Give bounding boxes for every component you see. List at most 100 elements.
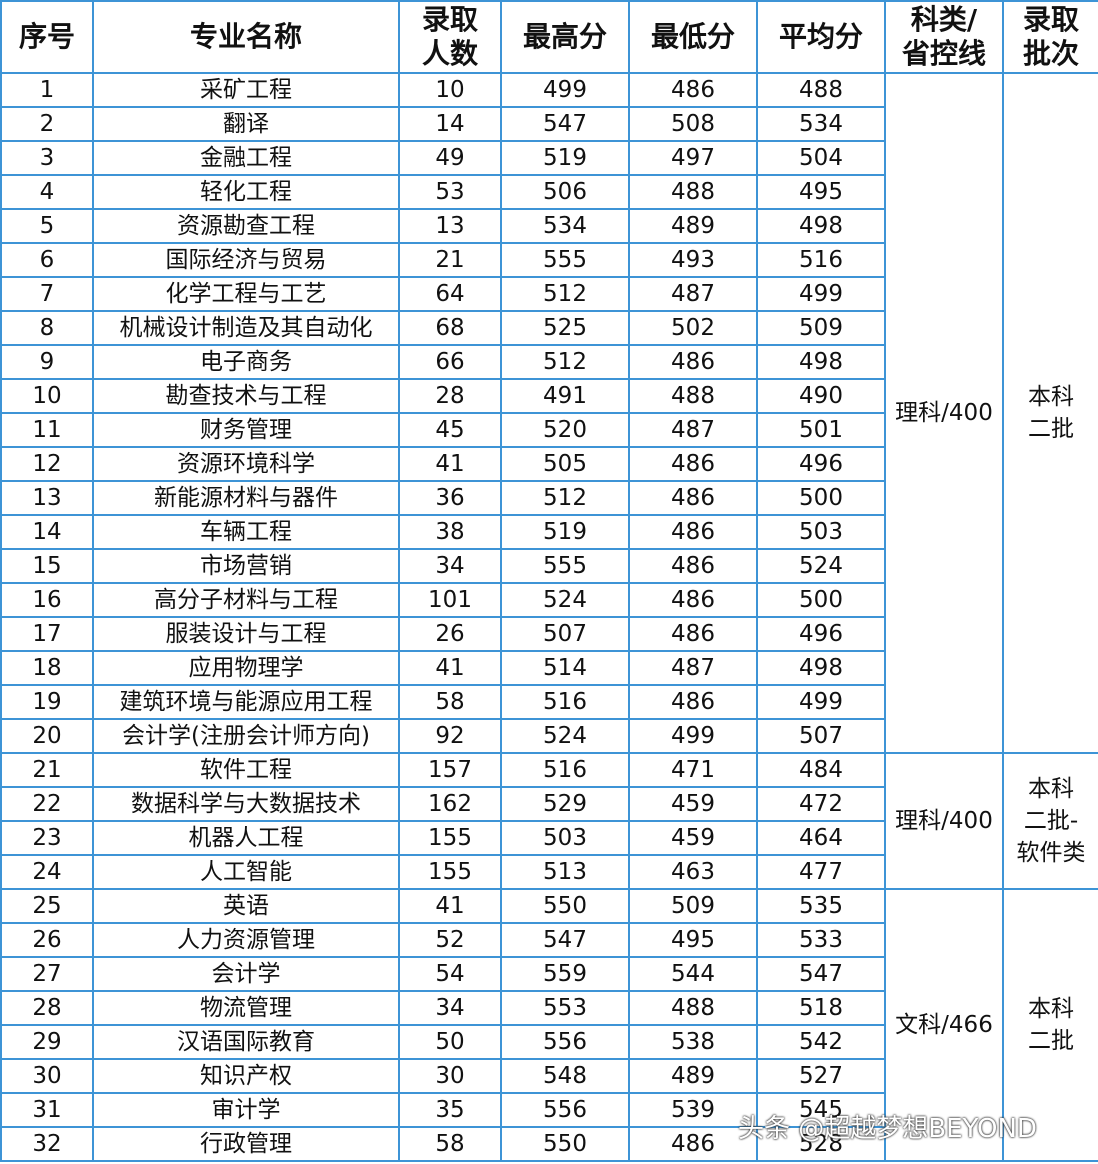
table-cell: 548 xyxy=(500,1058,630,1094)
table-cell: 488 xyxy=(628,378,758,414)
table-cell: 496 xyxy=(756,616,886,652)
table-cell: 542 xyxy=(756,1024,886,1060)
table-cell: 491 xyxy=(500,378,630,414)
table-row: 1 采矿工程 10 499 486 488 理科/400 本科 二批 xyxy=(0,72,1098,754)
table-cell: 471 xyxy=(628,752,758,788)
table-cell: 534 xyxy=(500,208,630,244)
table-cell: 英语 xyxy=(92,888,400,924)
table-cell: 轻化工程 xyxy=(92,174,400,210)
table-cell: 14 xyxy=(398,106,502,142)
header-cell: 科类/ 省控线 xyxy=(884,0,1004,74)
table-cell: 会计学 xyxy=(92,956,400,992)
subject-cell: 理科/400 xyxy=(884,752,1004,890)
table-cell: 建筑环境与能源应用工程 xyxy=(92,684,400,720)
table-cell: 18 xyxy=(0,650,94,686)
table-row: 16 高分子材料与工程 101 524 486 500 xyxy=(0,582,1098,618)
table-row: 28 物流管理 34 553 488 518 xyxy=(0,990,1098,1026)
table-cell: 503 xyxy=(500,820,630,856)
header-cell: 录取 人数 xyxy=(398,0,502,74)
table-cell: 10 xyxy=(0,378,94,414)
table-cell: 45 xyxy=(398,412,502,448)
table-cell: 2 xyxy=(0,106,94,142)
table-cell: 应用物理学 xyxy=(92,650,400,686)
table-cell: 486 xyxy=(628,344,758,380)
table-cell: 524 xyxy=(756,548,886,584)
table-cell: 6 xyxy=(0,242,94,278)
table-cell: 486 xyxy=(628,548,758,584)
table-row: 3 金融工程 49 519 497 504 xyxy=(0,140,1098,176)
table-cell: 28 xyxy=(398,378,502,414)
table-cell: 21 xyxy=(0,752,94,788)
table-cell: 汉语国际教育 xyxy=(92,1024,400,1060)
table-cell: 516 xyxy=(500,752,630,788)
table-cell: 503 xyxy=(756,514,886,550)
table-cell: 556 xyxy=(500,1092,630,1128)
table-cell: 采矿工程 xyxy=(92,72,400,108)
table-cell: 50 xyxy=(398,1024,502,1060)
table-cell: 516 xyxy=(500,684,630,720)
table-cell: 512 xyxy=(500,480,630,516)
table-cell: 502 xyxy=(628,310,758,346)
header-cell: 录取 批次 xyxy=(1002,0,1098,74)
table-cell: 506 xyxy=(500,174,630,210)
table-row: 24 人工智能 155 513 463 477 xyxy=(0,854,1098,890)
table-cell: 556 xyxy=(500,1024,630,1060)
table-cell: 486 xyxy=(628,1126,758,1162)
table-cell: 527 xyxy=(756,1058,886,1094)
table-cell: 508 xyxy=(628,106,758,142)
table-cell: 498 xyxy=(756,208,886,244)
table-row: 30 知识产权 30 548 489 527 xyxy=(0,1058,1098,1094)
table-cell: 30 xyxy=(398,1058,502,1094)
table-cell: 547 xyxy=(500,922,630,958)
table-row: 22 数据科学与大数据技术 162 529 459 472 xyxy=(0,786,1098,822)
table-row: 17 服装设计与工程 26 507 486 496 xyxy=(0,616,1098,652)
table-row: 19 建筑环境与能源应用工程 58 516 486 499 xyxy=(0,684,1098,720)
table-cell: 29 xyxy=(0,1024,94,1060)
table-cell: 488 xyxy=(628,990,758,1026)
table-cell: 504 xyxy=(756,140,886,176)
table-cell: 499 xyxy=(500,72,630,108)
table-cell: 538 xyxy=(628,1024,758,1060)
table-cell: 539 xyxy=(628,1092,758,1128)
table-cell: 41 xyxy=(398,888,502,924)
table-cell: 机械设计制造及其自动化 xyxy=(92,310,400,346)
header-cell: 最低分 xyxy=(628,0,758,74)
table-cell: 486 xyxy=(628,684,758,720)
header-cell: 专业名称 xyxy=(92,0,400,74)
table-cell: 68 xyxy=(398,310,502,346)
table-cell: 162 xyxy=(398,786,502,822)
table-cell: 66 xyxy=(398,344,502,380)
table-cell: 64 xyxy=(398,276,502,312)
table-cell: 459 xyxy=(628,786,758,822)
table-cell: 知识产权 xyxy=(92,1058,400,1094)
table-cell: 化学工程与工艺 xyxy=(92,276,400,312)
table-cell: 41 xyxy=(398,446,502,482)
table-cell: 资源环境科学 xyxy=(92,446,400,482)
table-cell: 499 xyxy=(756,684,886,720)
table-cell: 19 xyxy=(0,684,94,720)
table-cell: 493 xyxy=(628,242,758,278)
table-cell: 528 xyxy=(756,1126,886,1162)
table-cell: 53 xyxy=(398,174,502,210)
table-cell: 资源勘查工程 xyxy=(92,208,400,244)
table-cell: 486 xyxy=(628,616,758,652)
watermark: 头条 @超越梦想BEYOND xyxy=(738,1114,1037,1144)
table-cell: 486 xyxy=(628,514,758,550)
batch-cell: 本科 二批 xyxy=(1002,888,1098,1162)
table-cell: 38 xyxy=(398,514,502,550)
table-cell: 勘查技术与工程 xyxy=(92,378,400,414)
table-cell: 545 xyxy=(756,1092,886,1128)
table-row: 12 资源环境科学 41 505 486 496 xyxy=(0,446,1098,482)
table-cell: 92 xyxy=(398,718,502,754)
table-cell: 市场营销 xyxy=(92,548,400,584)
table-cell: 524 xyxy=(500,718,630,754)
table-cell: 物流管理 xyxy=(92,990,400,1026)
subject-cell: 文科/466 xyxy=(884,888,1004,1162)
table-row: 13 新能源材料与器件 36 512 486 500 xyxy=(0,480,1098,516)
table-cell: 463 xyxy=(628,854,758,890)
table-cell: 机器人工程 xyxy=(92,820,400,856)
table-row: 10 勘查技术与工程 28 491 488 490 xyxy=(0,378,1098,414)
table-cell: 41 xyxy=(398,650,502,686)
table-cell: 3 xyxy=(0,140,94,176)
